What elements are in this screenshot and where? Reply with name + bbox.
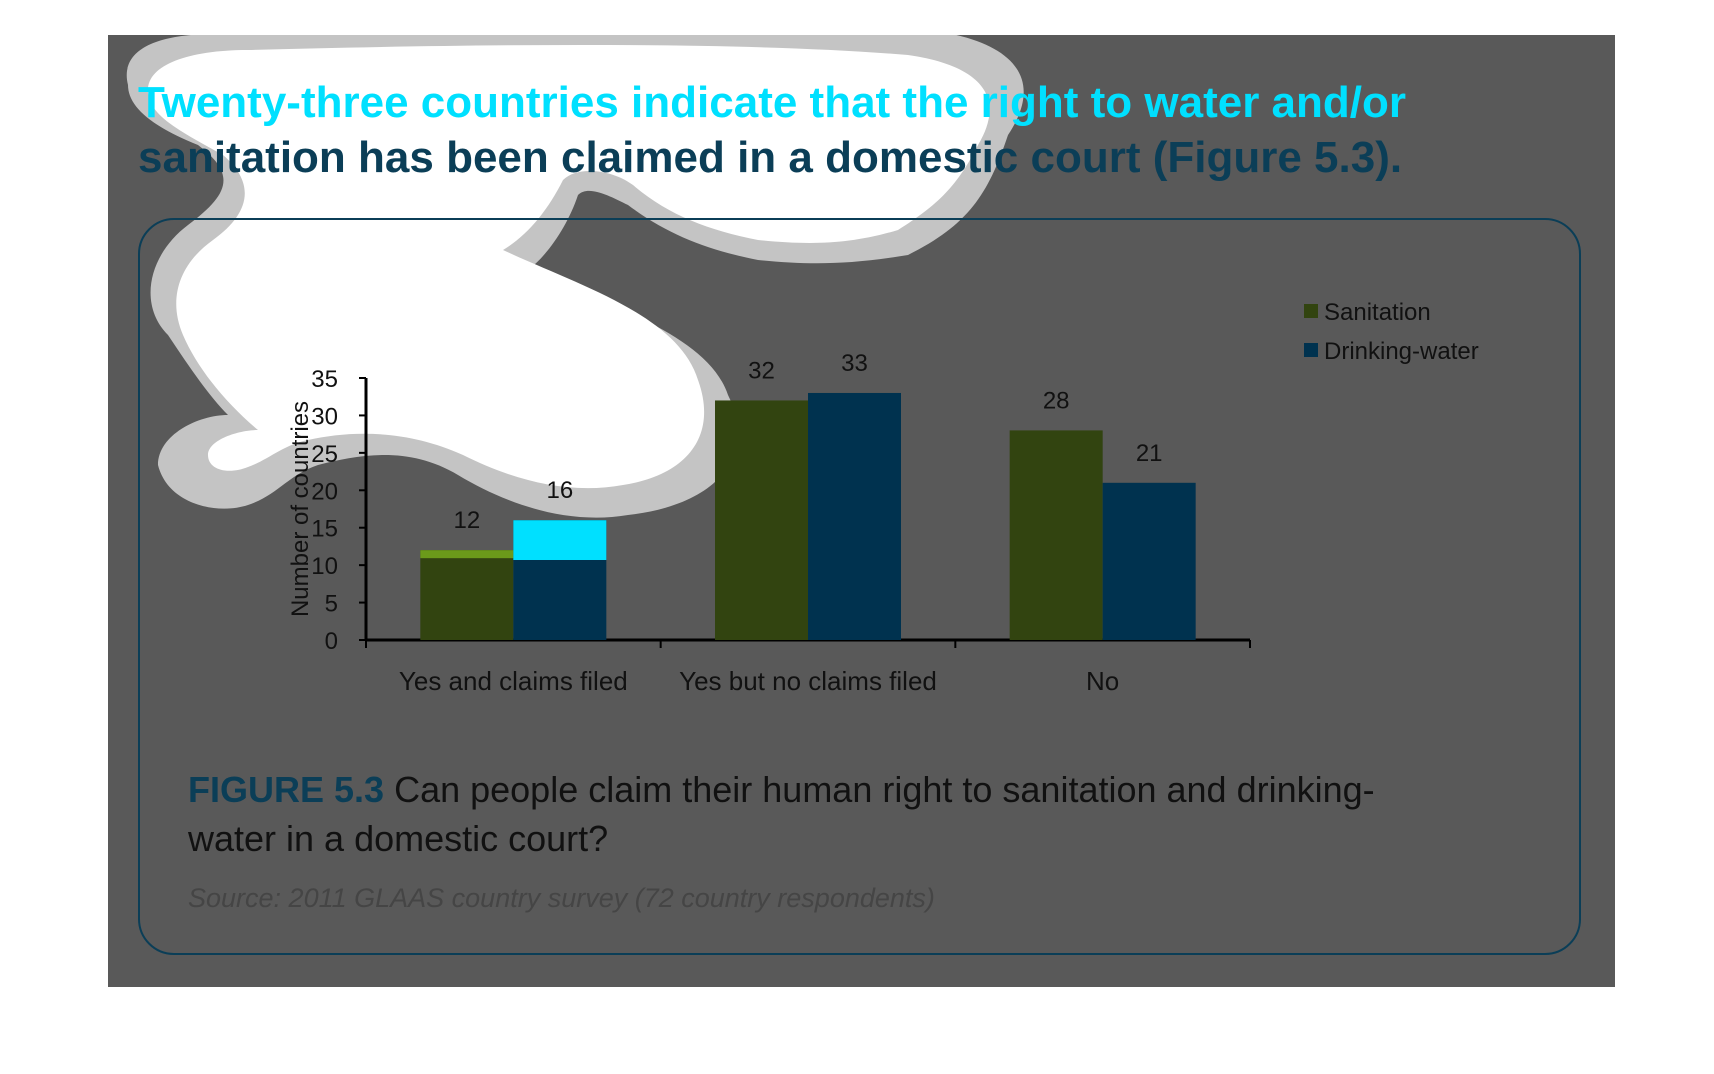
y-tick-label: 10 [311, 553, 338, 580]
figure-source: Source: 2011 GLAAS country survey (72 co… [188, 883, 935, 913]
legend-label: Drinking-water [1324, 338, 1479, 365]
legend-label: Sanitation [1324, 299, 1431, 326]
chart-bars [420, 392, 1196, 640]
slide: Twenty-three countries indicate that the… [108, 35, 1615, 987]
spotlight-fill [148, 45, 990, 489]
headline-line-1: Twenty-three countries indicate that the… [138, 78, 1406, 127]
headline-line-2: sanitation has been claimed in a domesti… [138, 133, 1403, 182]
bar-sanitation-3 [1009, 430, 1103, 640]
y-tick-label: 35 [311, 366, 338, 393]
chart-legend: Sanitation Drinking-water [1304, 299, 1479, 365]
headline: Twenty-three countries indicate that the… [138, 75, 1538, 185]
category-label: Yes and claims filed [399, 666, 628, 696]
figure-number: FIGURE 5.3 [188, 769, 385, 810]
figure-panel [138, 218, 1581, 955]
y-tick-label: 30 [311, 403, 338, 430]
bar-drinking-water-highlight [513, 520, 607, 560]
spotlight-shape [126, 35, 1024, 518]
y-tick-label: 20 [311, 478, 338, 505]
data-label: 28 [1043, 387, 1070, 414]
bar-sanitation-highlight [420, 550, 514, 559]
legend-swatch [1304, 304, 1318, 318]
y-tick-label: 5 [325, 591, 338, 618]
data-label: 16 [546, 477, 573, 504]
bar-drinking-water-2 [808, 392, 901, 640]
bar-sanitation-2 [715, 400, 808, 640]
y-tick-label: 25 [311, 441, 338, 468]
bar-sanitation-1 [420, 550, 514, 640]
bar-chart: 0 5 10 15 20 25 30 35 Number of countries 12 16 Ye… [287, 299, 1479, 696]
category-label: No [1086, 666, 1119, 696]
data-label: 12 [453, 507, 480, 534]
figure-title: Can people claim their human right to sa… [188, 769, 1375, 859]
y-tick-label: 15 [311, 516, 338, 543]
y-tick-label: 0 [325, 628, 338, 655]
data-label: 32 [748, 357, 775, 384]
bar-drinking-water-3 [1102, 482, 1196, 640]
data-label: 21 [1136, 440, 1163, 467]
data-label: 33 [841, 350, 868, 377]
figure-caption: FIGURE 5.3 Can people claim their human … [188, 765, 1438, 863]
chart-labels: 12 16 Yes and claims filed 32 33 Yes but no c… [399, 350, 1163, 696]
legend-swatch [1304, 343, 1318, 357]
y-axis-title: Number of countries [287, 401, 314, 617]
category-label: Yes but no claims filed [679, 666, 937, 696]
